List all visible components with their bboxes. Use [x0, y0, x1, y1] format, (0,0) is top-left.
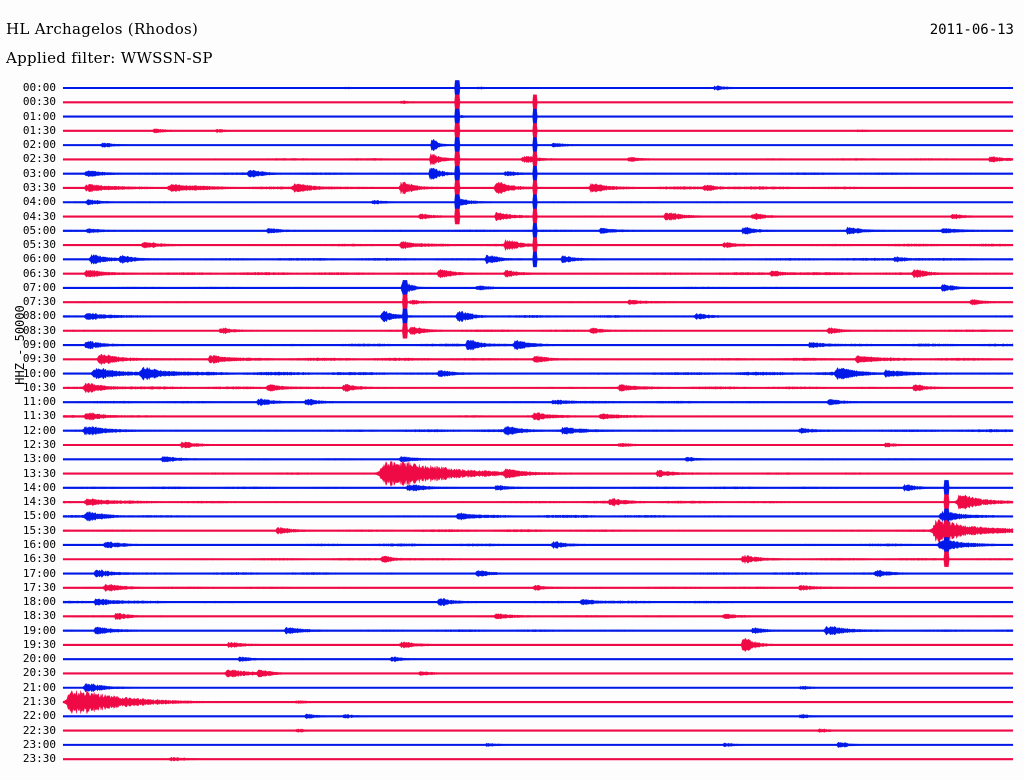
time-tick-1100: 11:00	[22, 395, 56, 409]
time-tick-1400: 14:00	[22, 480, 56, 494]
time-tick-0730: 07:30	[22, 295, 56, 309]
time-tick-0230: 02:30	[22, 152, 56, 166]
time-tick-2200: 22:00	[22, 709, 56, 723]
time-tick-0500: 05:00	[22, 223, 56, 237]
time-tick-0930: 09:30	[22, 352, 56, 366]
time-tick-1330: 13:30	[22, 466, 56, 480]
time-tick-2330: 23:30	[22, 752, 56, 766]
filter-label: Applied filter: WWSSN-SP	[6, 49, 213, 67]
time-tick-0300: 03:00	[22, 166, 56, 180]
seismogram-traces	[62, 80, 1014, 762]
time-tick-0100: 01:00	[22, 109, 56, 123]
time-tick-2130: 21:30	[22, 695, 56, 709]
time-tick-0030: 00:30	[22, 95, 56, 109]
time-tick-1600: 16:00	[22, 537, 56, 551]
time-tick-2000: 20:00	[22, 652, 56, 666]
time-tick-0700: 07:00	[22, 280, 56, 294]
time-tick-1230: 12:30	[22, 438, 56, 451]
time-tick-1700: 17:00	[22, 566, 56, 580]
time-tick-0400: 04:00	[22, 195, 56, 209]
time-tick-0900: 09:00	[22, 338, 56, 352]
time-tick-0800: 08:00	[22, 309, 56, 323]
time-tick-0630: 06:30	[22, 266, 56, 280]
time-tick-2030: 20:30	[22, 666, 56, 680]
time-tick-2300: 23:00	[22, 737, 56, 751]
time-tick-1800: 18:00	[22, 595, 56, 609]
time-tick-0330: 03:30	[22, 180, 56, 194]
time-tick-1200: 12:00	[22, 423, 56, 437]
time-tick-2230: 22:30	[22, 723, 56, 737]
helicorder-plot: 00:00 00:30 01:00 01:30 02:00 02:30 03:00 03:30…	[0, 80, 1024, 770]
time-tick-1130: 11:30	[22, 409, 56, 423]
time-tick-1930: 19:30	[22, 637, 56, 651]
time-tick-1830: 18:30	[22, 609, 56, 623]
time-tick-1530: 15:30	[22, 523, 56, 537]
time-tick-0430: 04:30	[22, 209, 56, 223]
time-tick-0200: 02:00	[22, 138, 56, 152]
time-tick-0530: 05:30	[22, 238, 56, 252]
time-tick-2100: 21:00	[22, 680, 56, 694]
time-tick-0000: 00:00	[22, 81, 56, 94]
record-date: 2011-06-13	[929, 22, 1014, 38]
time-tick-0600: 06:00	[22, 252, 56, 266]
time-tick-1030: 10:30	[22, 380, 56, 394]
time-tick-1900: 19:00	[22, 623, 56, 637]
time-tick-1000: 10:00	[22, 366, 56, 380]
time-tick-1730: 17:30	[22, 580, 56, 594]
page-title: HL Archagelos (Rhodos)	[6, 20, 199, 38]
time-tick-1500: 15:00	[22, 509, 56, 523]
time-tick-1630: 16:30	[22, 552, 56, 566]
time-tick-0830: 08:30	[22, 323, 56, 337]
time-tick-1430: 14:30	[22, 495, 56, 509]
time-tick-0130: 01:30	[22, 123, 56, 137]
time-tick-1300: 13:00	[22, 452, 56, 466]
